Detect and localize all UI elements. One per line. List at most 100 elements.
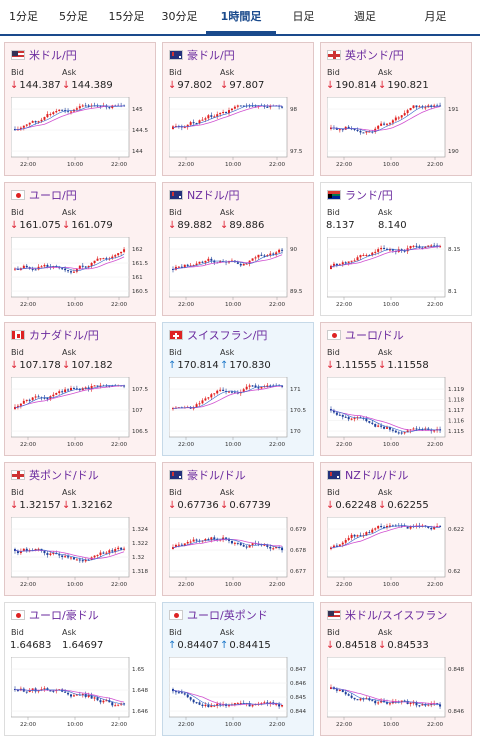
rate-card[interactable]: ユーロ/円 Bid Ask ↓161.075 ↓161.079 162 161.5 161 16… <box>4 182 156 316</box>
y-tick-label: 0.844 <box>290 709 306 715</box>
pair-name[interactable]: ユーロ/英ポンド <box>187 609 268 622</box>
rate-card[interactable]: 英ポンド/円 Bid Ask ↓190.814 ↓190.821 191 190 22:00 1… <box>320 42 472 176</box>
y-tick-label: 97.5 <box>290 149 303 155</box>
tab-0[interactable]: 1分足 <box>9 10 38 23</box>
tab-6[interactable]: 週足 <box>354 10 376 23</box>
bid-price: ↓89.882 <box>168 220 213 231</box>
rate-card[interactable]: カナダドル/円 Bid Ask ↓107.178 ↓107.182 107.5 107 106… <box>4 322 156 456</box>
y-tick-label: 1.116 <box>448 419 464 425</box>
flag-gb-icon <box>11 470 25 480</box>
tab-1[interactable]: 5分足 <box>59 10 88 23</box>
bid-label: Bid <box>327 68 340 77</box>
tab-5[interactable]: 日足 <box>292 10 315 23</box>
down-arrow-icon: ↓ <box>326 80 335 91</box>
x-tick-label: 22:00 <box>427 302 444 308</box>
bid-price: ↓144.387 <box>10 80 61 91</box>
tab-3[interactable]: 30分足 <box>161 10 198 23</box>
candlestick-chart[interactable]: 191 190 22:00 10:00 22:00 <box>327 97 467 173</box>
pair-name[interactable]: NZドル/ドル <box>345 469 409 482</box>
rate-card[interactable]: 米ドル/円 Bid Ask ↓144.387 ↓144.389 145 144.5 144 22… <box>4 42 156 176</box>
x-tick-label: 22:00 <box>336 302 353 308</box>
pair-name[interactable]: 英ポンド/ドル <box>29 469 99 482</box>
y-tick-label: 170 <box>290 429 301 435</box>
candlestick-chart[interactable]: 0.847 0.846 0.845 0.844 22:00 10:00 22:00 <box>169 657 309 733</box>
candlestick-chart[interactable]: 0.622 0.62 22:00 10:00 22:00 <box>327 517 467 593</box>
rate-card[interactable]: NZドル/円 Bid Ask ↓89.882 ↓89.886 90 89.5 22:00 10:… <box>162 182 314 316</box>
pair-name[interactable]: NZドル/円 <box>187 189 240 202</box>
pair-name[interactable]: スイスフラン/円 <box>187 329 268 342</box>
candlestick-chart[interactable]: 90 89.5 22:00 10:00 22:00 <box>169 237 309 313</box>
y-tick-label: 0.679 <box>290 527 306 533</box>
card-header: ユーロ/英ポンド <box>169 608 268 622</box>
pair-name[interactable]: 米ドル/スイスフラン <box>345 609 448 622</box>
y-tick-label: 8.15 <box>448 247 461 253</box>
pair-name[interactable]: ユーロ/ドル <box>345 329 404 342</box>
candlestick-chart[interactable]: 1.65 1.648 1.646 22:00 10:00 22:00 <box>11 657 151 733</box>
ask-label: Ask <box>220 208 235 217</box>
bid-price: ↑0.84407 <box>168 640 219 651</box>
candlestick-chart[interactable]: 171 170.5 170 22:00 10:00 22:00 <box>169 377 309 453</box>
candlestick-chart[interactable]: 0.848 0.846 22:00 10:00 22:00 <box>327 657 467 733</box>
up-arrow-icon: ↑ <box>168 640 177 651</box>
rate-card[interactable]: 米ドル/スイスフラン Bid Ask ↓0.84518 ↓0.84533 0.848 0.8… <box>320 602 472 736</box>
pair-name[interactable]: ユーロ/豪ドル <box>29 609 99 622</box>
pair-name[interactable]: 豪ドル/ドル <box>187 469 246 482</box>
tab-7[interactable]: 月足 <box>424 10 447 23</box>
candlestick-chart[interactable]: 1.324 1.322 1.32 1.318 22:00 10:00 22:00 <box>11 517 151 593</box>
rate-card[interactable]: 豪ドル/円 Bid Ask ↓97.802 ↓97.807 98 97.5 22:00 10:0… <box>162 42 314 176</box>
candlestick-chart[interactable]: 1.119 1.118 1.117 1.116 1.115 22:00 10:00 22:00 <box>327 377 467 453</box>
pair-name[interactable]: 豪ドル/円 <box>187 49 235 62</box>
pair-name[interactable]: 英ポンド/円 <box>345 49 404 62</box>
y-tick-label: 1.65 <box>132 667 145 673</box>
tab-2[interactable]: 15分足 <box>108 10 145 23</box>
bid-label: Bid <box>327 348 340 357</box>
candlestick-chart[interactable]: 145 144.5 144 22:00 10:00 22:00 <box>11 97 151 173</box>
x-tick-label: 22:00 <box>336 442 353 448</box>
rate-card[interactable]: ユーロ/豪ドル Bid Ask 1.64683 1.64697 1.65 1.648 1.64… <box>4 602 156 736</box>
pair-name[interactable]: 米ドル/円 <box>29 49 77 62</box>
rate-card[interactable]: NZドル/ドル Bid Ask ↓0.62248 ↓0.62255 0.622 0.62 22… <box>320 462 472 596</box>
down-arrow-icon: ↓ <box>326 640 335 651</box>
down-arrow-icon: ↓ <box>168 220 177 231</box>
candlestick-chart[interactable]: 107.5 107 106.5 22:00 10:00 22:00 <box>11 377 151 453</box>
ask-label: Ask <box>220 348 235 357</box>
y-tick-label: 1.118 <box>448 398 464 404</box>
y-tick-label: 1.324 <box>132 527 148 533</box>
candlestick-chart[interactable]: 0.679 0.678 0.677 22:00 10:00 22:00 <box>169 517 309 593</box>
rate-card[interactable]: 豪ドル/ドル Bid Ask ↓0.67736 ↓0.67739 0.679 0.678 0.… <box>162 462 314 596</box>
bid-label: Bid <box>327 208 340 217</box>
tab-4[interactable]: 1時間足 <box>206 0 276 34</box>
flag-nz-icon <box>327 470 341 480</box>
ask-price: ↓97.807 <box>220 80 265 91</box>
card-header: カナダドル/円 <box>11 328 99 342</box>
y-tick-label: 161 <box>132 275 143 281</box>
rate-card[interactable]: 英ポンド/ドル Bid Ask ↓1.32157 ↓1.32162 1.324 1.322 1… <box>4 462 156 596</box>
rate-card[interactable]: ユーロ/ドル Bid Ask ↓1.11555 ↓1.11558 1.119 1.118 1.… <box>320 322 472 456</box>
pair-name[interactable]: ランド/円 <box>345 189 393 202</box>
card-header: 米ドル/スイスフラン <box>327 608 447 622</box>
ask-label: Ask <box>220 68 235 77</box>
candlestick-chart[interactable]: 8.15 8.1 22:00 10:00 22:00 <box>327 237 467 313</box>
down-arrow-icon: ↓ <box>378 500 387 511</box>
down-arrow-icon: ↓ <box>62 360 71 371</box>
bid-label: Bid <box>11 68 24 77</box>
up-arrow-icon: ↑ <box>220 360 229 371</box>
pair-name[interactable]: ユーロ/円 <box>29 189 77 202</box>
ask-price: ↓89.886 <box>220 220 265 231</box>
bid-label: Bid <box>169 488 182 497</box>
flag-za-icon <box>327 190 341 200</box>
bid-label: Bid <box>169 68 182 77</box>
rate-card[interactable]: スイスフラン/円 Bid Ask ↑170.814 ↑170.830 171 170.5 17… <box>162 322 314 456</box>
up-arrow-icon: ↑ <box>220 640 229 651</box>
x-tick-label: 22:00 <box>178 722 195 728</box>
pair-name[interactable]: カナダドル/円 <box>29 329 99 342</box>
y-tick-label: 89.5 <box>290 289 303 295</box>
rate-card[interactable]: ランド/円 Bid Ask 8.137 8.140 8.15 8.1 22:00 10:00 22… <box>320 182 472 316</box>
candlestick-chart[interactable]: 98 97.5 22:00 10:00 22:00 <box>169 97 309 173</box>
bid-price: ↓190.814 <box>326 80 377 91</box>
rate-card[interactable]: ユーロ/英ポンド Bid Ask ↑0.84407 ↑0.84415 0.847 0.846… <box>162 602 314 736</box>
x-tick-label: 10:00 <box>383 162 400 168</box>
bid-price: ↓1.11555 <box>326 360 377 371</box>
candlestick-chart[interactable]: 162 161.5 161 160.5 22:00 10:00 22:00 <box>11 237 151 313</box>
x-tick-label: 10:00 <box>383 582 400 588</box>
